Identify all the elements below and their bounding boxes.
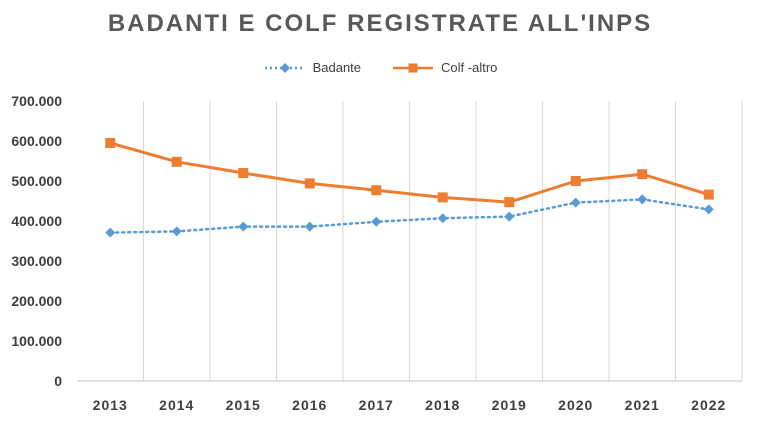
data-point-colf <box>504 197 515 208</box>
data-point-badante <box>371 216 382 227</box>
x-tick-label: 2021 <box>625 397 660 413</box>
x-tick-label: 2022 <box>691 397 726 413</box>
legend-label-badante: Badante <box>312 60 362 75</box>
y-tick-label: 100.000 <box>11 333 62 349</box>
data-point-colf <box>703 189 714 200</box>
data-point-badante <box>304 221 315 232</box>
data-point-colf <box>238 168 249 178</box>
y-tick-label: 300.000 <box>11 253 62 269</box>
y-tick-label: 200.000 <box>11 293 62 309</box>
data-point-badante <box>637 194 648 205</box>
data-point-badante <box>238 221 249 232</box>
y-tick-label: 700.000 <box>11 93 62 109</box>
data-point-colf <box>437 192 448 203</box>
legend-item-badante: Badante <box>263 60 361 75</box>
data-point-badante <box>703 204 714 215</box>
x-tick-label: 2016 <box>292 397 327 413</box>
x-tick-label: 2018 <box>425 397 460 413</box>
legend-item-colf: Colf -altro <box>391 60 497 75</box>
data-point-colf <box>105 138 116 148</box>
series-line-badante <box>109 198 710 234</box>
y-tick-label: 500.000 <box>11 173 62 189</box>
data-point-colf <box>371 185 382 196</box>
data-point-badante <box>570 197 581 208</box>
data-point-badante <box>171 226 182 237</box>
data-point-colf <box>570 176 581 186</box>
data-point-badante <box>504 211 515 222</box>
series-line-colf <box>109 141 710 204</box>
y-tick-label: 0 <box>54 373 62 389</box>
y-tick-label: 400.000 <box>11 213 62 229</box>
data-point-colf <box>304 178 315 189</box>
x-tick-label: 2019 <box>492 397 527 413</box>
x-tick-label: 2015 <box>226 397 261 413</box>
x-tick-label: 2017 <box>359 397 394 413</box>
legend-label-colf: Colf -altro <box>441 60 498 75</box>
data-point-colf <box>637 169 648 180</box>
y-tick-label: 600.000 <box>11 133 62 149</box>
x-tick-label: 2014 <box>159 397 194 413</box>
data-point-badante <box>105 227 116 238</box>
legend-swatch-colf <box>393 63 434 72</box>
data-point-badante <box>437 213 448 224</box>
x-tick-label: 2020 <box>558 397 593 413</box>
legend: Badante Colf -altro <box>0 60 760 75</box>
data-point-colf <box>171 156 182 167</box>
legend-swatch-badante <box>264 62 305 73</box>
chart-title: BADANTI E COLF REGISTRATE ALL'INPS <box>107 10 653 37</box>
x-tick-label: 2013 <box>93 397 128 413</box>
